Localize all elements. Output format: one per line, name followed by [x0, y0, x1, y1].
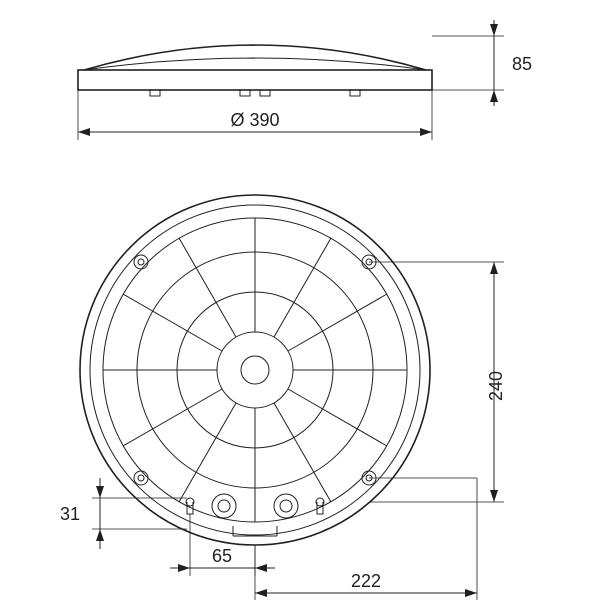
dim-222: 222 — [255, 478, 477, 600]
label-240: 240 — [486, 371, 506, 401]
dim-31: 31 — [60, 478, 187, 549]
label-diameter: Ø 390 — [230, 110, 279, 130]
label-222: 222 — [351, 571, 381, 591]
label-31: 31 — [60, 504, 80, 524]
plan-view — [80, 195, 430, 545]
dim-diameter-390: Ø 390 — [78, 90, 432, 140]
side-elevation — [78, 45, 432, 96]
dim-height-85: 85 — [432, 20, 532, 106]
label-height: 85 — [512, 54, 532, 74]
label-65: 65 — [212, 546, 232, 566]
